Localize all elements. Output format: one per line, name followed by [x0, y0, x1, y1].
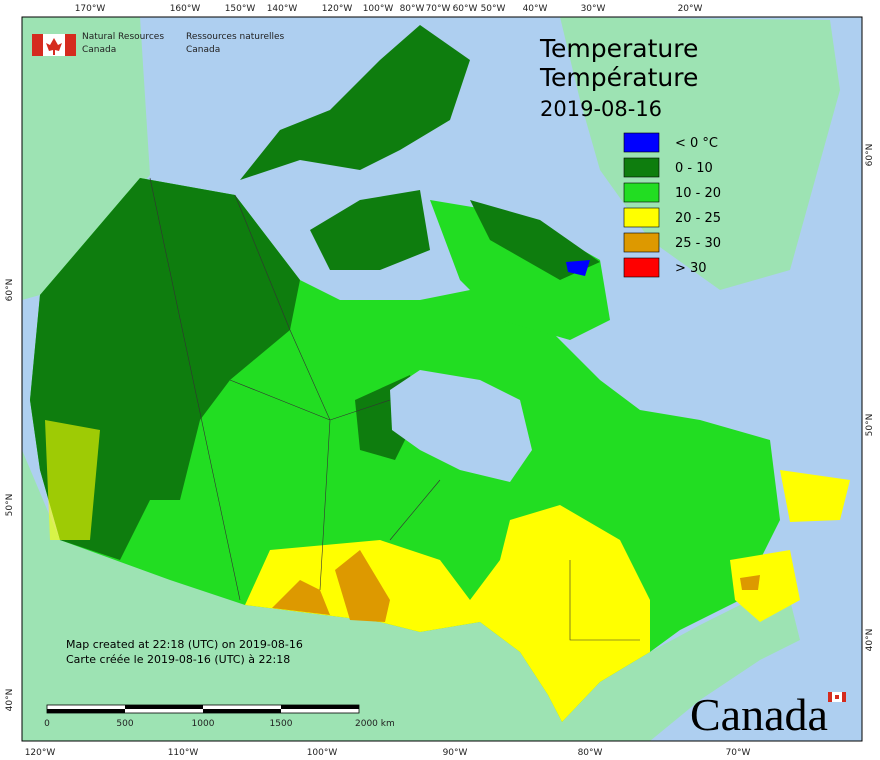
latitude-label: 60°N — [865, 144, 875, 167]
zone-20-25 — [45, 420, 100, 540]
alaska — [22, 17, 150, 300]
baffin-island — [470, 200, 600, 280]
longitude-label: 160°W — [170, 4, 201, 14]
latitude-label: 50°N — [5, 494, 15, 517]
graticule-labels: 170°W 160°W 150°W 140°W 120°W 100°W 80°W 70°W 60… — [5, 4, 875, 758]
scale-label: 1000 — [192, 719, 215, 729]
longitude-label: 80°W — [578, 748, 603, 758]
hudson-bay — [390, 370, 532, 482]
title-date: 2019-08-16 — [540, 97, 662, 121]
zone-25-30 — [272, 550, 390, 622]
newfoundland — [780, 470, 850, 522]
legend-swatch — [623, 207, 660, 228]
longitude-label: 50°W — [481, 4, 506, 14]
legend: < 0 °C 0 - 10 10 - 20 20 - 25 25 - 30 > 30 — [623, 132, 721, 278]
scale-label: 1500 — [270, 719, 293, 729]
title-en: Temperature — [539, 34, 698, 63]
zone-20-25 — [245, 505, 650, 722]
longitude-label: 100°W — [363, 4, 394, 14]
longitude-label: 30°W — [581, 4, 606, 14]
legend-label: 20 - 25 — [675, 211, 721, 226]
longitude-label: 110°W — [168, 748, 199, 758]
usa — [22, 450, 800, 741]
longitude-label: 70°W — [726, 748, 751, 758]
latitude-label: 60°N — [5, 279, 15, 302]
scale-label: 0 — [44, 719, 50, 729]
legend-label: > 30 — [675, 261, 707, 276]
legend-label: 0 - 10 — [675, 161, 713, 176]
legend-swatch — [623, 157, 660, 178]
longitude-label: 150°W — [225, 4, 256, 14]
longitude-label: 40°W — [523, 4, 548, 14]
map-frame — [22, 17, 862, 741]
longitude-label: 120°W — [322, 4, 353, 14]
latitude-label: 40°N — [5, 689, 15, 712]
arctic-islands — [240, 25, 470, 180]
agency-fr: Ressources naturelles — [186, 32, 285, 42]
longitude-label: 70°W — [426, 4, 451, 14]
longitude-label: 120°W — [25, 748, 56, 758]
scale-bar — [46, 704, 360, 714]
credit: Carte créée le 2019-08-16 (UTC) à 22:18 — [66, 653, 290, 666]
title-fr: Température — [539, 63, 698, 92]
frame-border — [21, 16, 863, 742]
latitude-label: 40°N — [865, 629, 875, 652]
zone-25-30 — [740, 575, 760, 590]
latitude-label: 50°N — [865, 414, 875, 437]
flag — [32, 34, 76, 56]
legend-swatch — [623, 232, 660, 253]
longitude-label: 140°W — [267, 4, 298, 14]
wordmark-flag — [828, 692, 846, 702]
boundaries — [149, 177, 640, 641]
legend-label: 10 - 20 — [675, 186, 721, 201]
longitude-label: 60°W — [453, 4, 478, 14]
longitude-label: 80°W — [400, 4, 425, 14]
zone-0-10 — [30, 178, 300, 560]
legend-swatch — [623, 132, 660, 153]
credit: Map created at 22:18 (UTC) on 2019-08-16 — [66, 638, 303, 651]
scale-label: 500 — [116, 719, 133, 729]
zone-20-25 — [730, 550, 800, 622]
agency-en: Canada — [82, 45, 116, 55]
longitude-label: 90°W — [443, 748, 468, 758]
legend-swatch — [623, 257, 660, 278]
zone-below-0 — [566, 260, 590, 276]
longitude-label: 100°W — [307, 748, 338, 758]
scale-labels: 0 500 1000 1500 2000 km — [44, 719, 395, 729]
longitude-label: 20°W — [678, 4, 703, 14]
legend-swatch — [623, 182, 660, 203]
agency-en: Natural Resources — [82, 32, 164, 42]
scale-label: 2000 km — [355, 719, 395, 729]
agency-fr: Canada — [186, 45, 220, 55]
wordmark: Canada — [690, 689, 828, 740]
greenland — [560, 17, 840, 290]
baffin-island — [430, 200, 610, 340]
longitude-label: 170°W — [75, 4, 106, 14]
arctic-islands — [310, 190, 430, 270]
legend-label: 25 - 30 — [675, 236, 721, 251]
legend-label: < 0 °C — [675, 136, 718, 151]
